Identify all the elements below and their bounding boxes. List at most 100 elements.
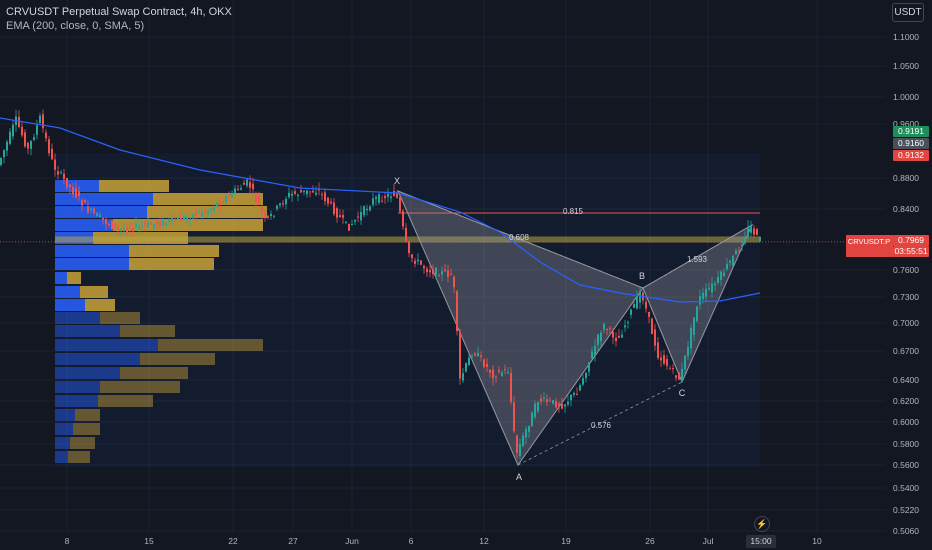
candle-body [36,125,38,135]
candle-body [402,210,404,227]
candle-body [249,182,251,188]
profile-bar-up [55,272,67,284]
candle-body [90,208,92,210]
candle-body [117,227,119,230]
candle-body [261,207,263,213]
time-axis[interactable]: 8 15 22 27 Jun 6 12 19 26 Jul 10 15:00 [65,535,822,548]
candle-body [411,254,413,259]
candle-body [306,190,308,195]
candle-body [324,192,326,202]
candle-body [471,355,473,358]
profile-bar-down [129,258,214,270]
candle-body [51,148,53,160]
candle-body [108,223,110,226]
profile-bar-up [55,353,140,365]
candle-body [57,171,59,175]
candle-body [234,188,236,193]
candle-body [426,268,428,273]
candle-body [12,124,14,137]
candle-body [537,402,539,412]
price-tick-label: 0.5600 [893,460,919,470]
profile-bar-down [68,451,90,463]
goto-realtime-icon[interactable]: ⚡ [754,516,770,532]
price-tick-label: 1.1000 [893,32,919,42]
candle-body [717,277,719,284]
price-tag-high-bg [893,126,929,137]
candlesticks [0,109,761,459]
candle-body [429,269,431,273]
candle-body [243,182,245,185]
candle-body [600,332,602,341]
candle-body [195,212,197,216]
price-tick-label: 0.6200 [893,396,919,406]
candle-body [228,193,230,195]
candle-body [486,363,488,367]
candle-body [138,225,140,229]
support-zone [55,236,760,243]
pattern-xb [397,190,644,289]
pattern-ac [517,381,683,466]
price-tags: 0.9191 0.9160 0.9132 CRVUSDT.P 0.796903:55:5… [846,126,929,257]
candle-body [159,221,161,227]
profile-bar-down [70,437,95,449]
candle-body [699,296,701,305]
candle-body [507,371,509,374]
date-tick-label: 10 [812,536,822,546]
candle-body [72,187,74,195]
candle-body [564,404,566,407]
price-tick-label: 1.0500 [893,61,919,71]
profile-bar-down [140,353,215,365]
candle-body [165,222,167,226]
candle-body [501,372,503,376]
ratio-label-bd: 1.593 [687,255,708,264]
candle-body [759,237,761,242]
candle-body [201,212,203,217]
profile-bar-down [80,286,108,298]
price-tag-low-bg [893,150,929,161]
price-tick-label: 0.5400 [893,483,919,493]
candle-body [216,202,218,207]
candle-body [708,288,710,290]
profile-bar-up [55,219,113,231]
currency-button[interactable]: USDT [892,3,924,22]
candle-body [528,425,530,432]
candle-body [417,259,419,262]
candle-body [246,179,248,186]
candle-body [573,392,575,395]
candle-body [408,241,410,254]
candle-body [186,216,188,220]
candle-body [678,372,680,380]
candle-body [129,228,131,230]
candle-body [252,183,254,190]
candle-body [276,205,278,209]
last-price-tag: 0.7969 [898,235,924,245]
date-tick-label: 12 [479,536,489,546]
candle-body [567,401,569,405]
candle-body [657,342,659,359]
candle-body [273,215,275,217]
candle-body [450,273,452,275]
candle-body [552,400,554,404]
chart-title: CRVUSDT Perpetual Swap Contract, 4h, OKX [6,6,232,18]
candle-body [513,402,515,432]
candle-body [651,318,653,335]
candle-body [183,216,185,220]
profile-bar-up [55,206,147,218]
candle-body [714,283,716,286]
candle-body [405,227,407,242]
profile-bar-up [55,286,80,298]
candle-body [27,142,29,149]
price-axis[interactable]: 1.1000 1.0500 1.0000 0.9600 0.8800 0.8400 0.76… [886,0,932,550]
candle-body [477,352,479,357]
candle-body [345,221,347,223]
candle-body [315,192,317,195]
candle-body [576,394,578,396]
candle-body [525,429,527,438]
profile-bar-down [67,272,81,284]
indicator-legend[interactable]: EMA (200, close, 0, SMA, 5) [6,20,145,32]
candle-body [648,311,650,317]
candle-body [675,375,677,378]
candle-body [363,206,365,216]
profile-bar-up [55,409,75,421]
